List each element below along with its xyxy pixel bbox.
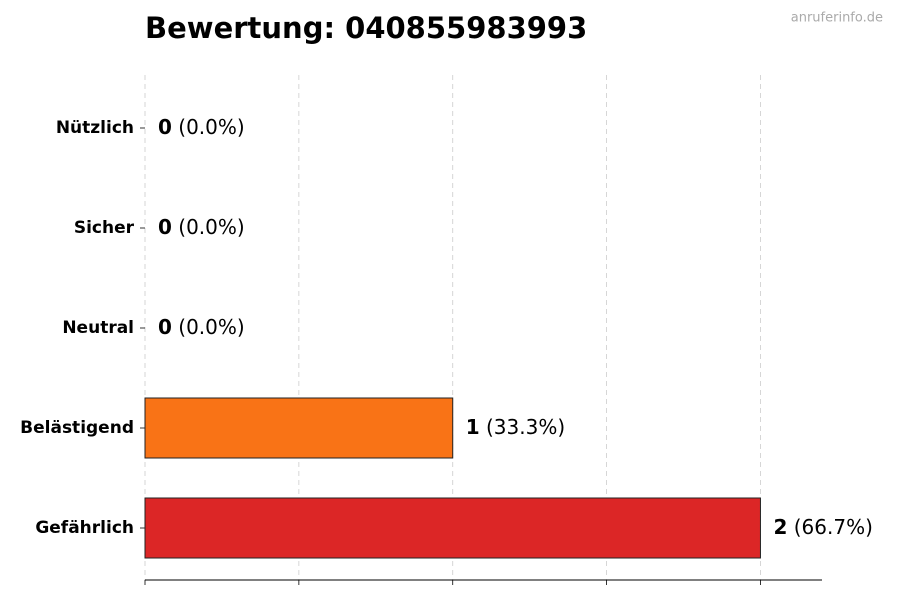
value-percent: (0.0%): [178, 215, 244, 239]
y-tick-label: Gefährlich: [35, 518, 134, 538]
value-label: 1 (33.3%): [466, 415, 565, 439]
y-tick-label: Belästigend: [20, 418, 134, 438]
y-tick-label: Nützlich: [56, 118, 134, 138]
value-label: 0 (0.0%): [158, 315, 245, 339]
value-percent: (0.0%): [178, 115, 244, 139]
value-count: 0: [158, 115, 172, 139]
watermark: anruferinfo.de: [791, 11, 883, 26]
chart-title: Bewertung: 040855983993: [145, 11, 587, 45]
y-tick-label: Sicher: [74, 218, 135, 238]
value-count: 0: [158, 315, 172, 339]
value-label: 0 (0.0%): [158, 215, 245, 239]
value-count: 0: [158, 215, 172, 239]
bar: [144, 497, 761, 559]
value-label: 0 (0.0%): [158, 115, 245, 139]
value-label: 2 (66.7%): [773, 515, 872, 539]
value-count: 1: [466, 415, 480, 439]
value-percent: (66.7%): [794, 515, 873, 539]
bar: [144, 397, 454, 459]
value-count: 2: [773, 515, 787, 539]
y-tick-label: Neutral: [62, 318, 134, 338]
value-percent: (33.3%): [486, 415, 565, 439]
value-percent: (0.0%): [178, 315, 244, 339]
